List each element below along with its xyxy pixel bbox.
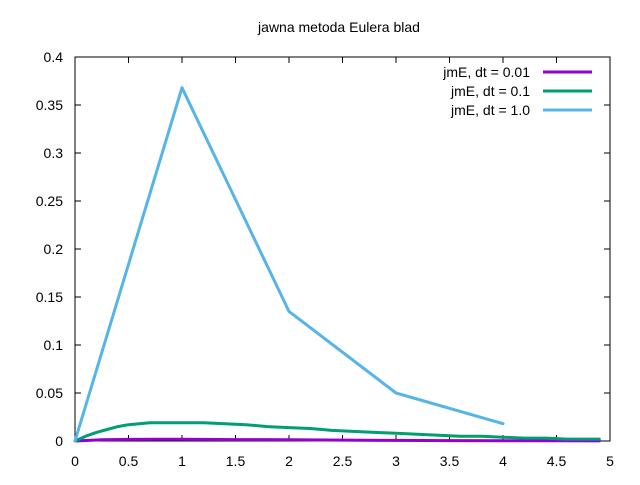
x-tick-label: 2 (285, 453, 293, 469)
y-tick-label: 0.35 (36, 97, 63, 113)
y-tick-label: 0.3 (44, 145, 64, 161)
legend-label-3: jmE, dt = 1.0 (450, 102, 530, 118)
x-tick-label: 4.5 (547, 453, 567, 469)
x-tick-label: 0 (71, 453, 79, 469)
y-tick-label: 0.05 (36, 385, 63, 401)
x-tick-label: 3 (392, 453, 400, 469)
legend-label-2: jmE, dt = 0.1 (450, 83, 530, 99)
series-lines (73, 86, 601, 443)
y-tick-label: 0.25 (36, 193, 63, 209)
y-tick-label: 0 (55, 433, 63, 449)
legend: jmE, dt = 0.01 jmE, dt = 0.1 jmE, dt = 1.0 (442, 64, 592, 118)
series-line-2 (73, 421, 601, 443)
axes: 0 0.5 1 1.5 2 2.5 3 3.5 4 4.5 5 0 0.05 0.1 0.15 0.2 0.25… (36, 49, 614, 469)
series-line-1 (73, 437, 601, 443)
x-tick-label: 5 (606, 453, 614, 469)
y-tick-label: 0.1 (44, 337, 64, 353)
y-tick-label: 0.15 (36, 289, 63, 305)
x-tick-label: 1.5 (226, 453, 246, 469)
x-tick-label: 2.5 (333, 453, 353, 469)
legend-label-1: jmE, dt = 0.01 (442, 64, 530, 80)
chart-title: jawna metoda Eulera blad (257, 19, 420, 35)
x-tick-label: 0.5 (119, 453, 139, 469)
x-tick-label: 1 (178, 453, 186, 469)
y-tick-label: 0.2 (44, 241, 64, 257)
x-tick-label: 4 (499, 453, 507, 469)
x-tick-label: 3.5 (440, 453, 460, 469)
y-tick-label: 0.4 (44, 49, 64, 65)
series-line-3 (73, 86, 505, 443)
